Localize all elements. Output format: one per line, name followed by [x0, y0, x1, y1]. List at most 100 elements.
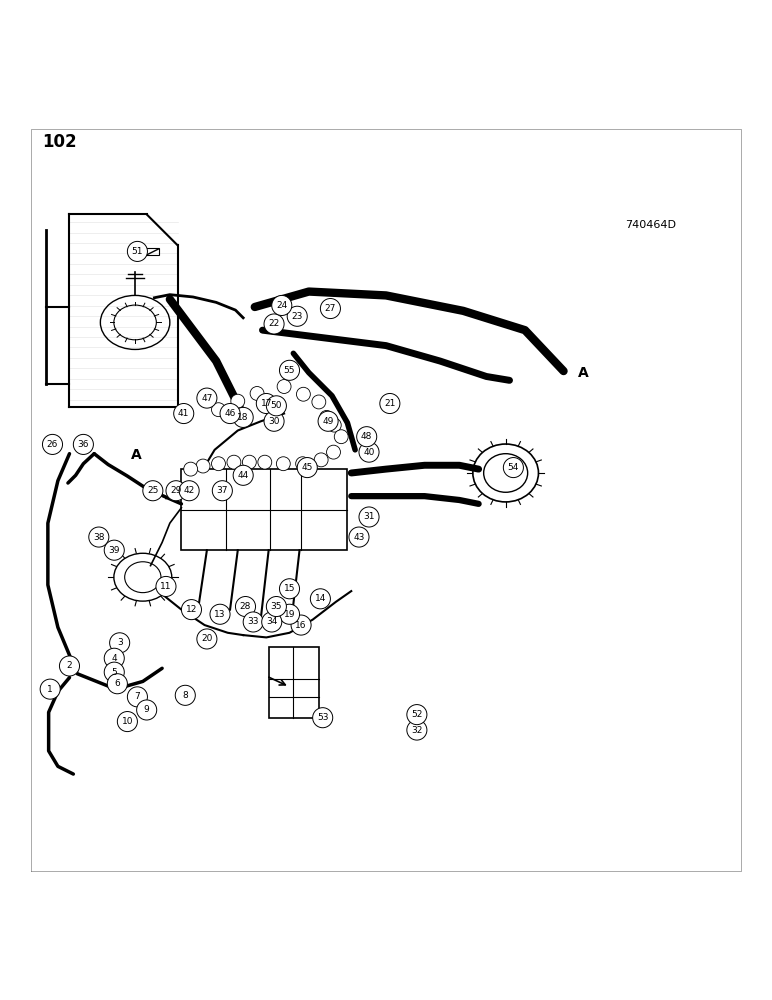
Text: 20: 20	[201, 634, 212, 643]
Circle shape	[107, 674, 127, 694]
Circle shape	[220, 403, 240, 424]
Circle shape	[117, 712, 137, 732]
Circle shape	[276, 457, 290, 471]
Text: 12: 12	[186, 605, 197, 614]
Text: 6: 6	[114, 679, 120, 688]
Circle shape	[313, 708, 333, 728]
Text: 40: 40	[364, 448, 374, 457]
Text: 43: 43	[354, 533, 364, 542]
Circle shape	[104, 648, 124, 668]
Text: 17: 17	[261, 399, 272, 408]
Circle shape	[407, 705, 427, 725]
Circle shape	[266, 596, 286, 617]
Text: 27: 27	[325, 304, 336, 313]
Circle shape	[143, 481, 163, 501]
Text: 35: 35	[271, 602, 282, 611]
Circle shape	[349, 527, 369, 547]
Circle shape	[212, 403, 225, 417]
Text: 39: 39	[109, 546, 120, 555]
Circle shape	[380, 393, 400, 414]
Text: 36: 36	[78, 440, 89, 449]
Circle shape	[264, 314, 284, 334]
Text: 5: 5	[111, 668, 117, 677]
Circle shape	[258, 455, 272, 469]
Text: 21: 21	[384, 399, 395, 408]
Circle shape	[212, 457, 225, 471]
Text: 26: 26	[47, 440, 58, 449]
Circle shape	[279, 604, 300, 624]
Circle shape	[320, 410, 334, 424]
Circle shape	[197, 629, 217, 649]
Circle shape	[227, 455, 241, 469]
Text: 16: 16	[296, 621, 306, 630]
Text: 54: 54	[508, 463, 519, 472]
Circle shape	[314, 453, 328, 467]
Circle shape	[291, 615, 311, 635]
Circle shape	[312, 395, 326, 409]
Text: 102: 102	[42, 133, 77, 151]
Circle shape	[296, 387, 310, 401]
Circle shape	[104, 540, 124, 560]
Text: 9: 9	[144, 705, 150, 714]
Circle shape	[42, 434, 63, 454]
Circle shape	[197, 388, 217, 408]
Text: 46: 46	[225, 409, 235, 418]
Circle shape	[297, 458, 317, 478]
Circle shape	[233, 465, 253, 485]
Text: 1: 1	[47, 685, 53, 694]
Circle shape	[503, 458, 523, 478]
Circle shape	[175, 685, 195, 705]
Text: 48: 48	[361, 432, 372, 441]
Circle shape	[104, 662, 124, 682]
Text: 45: 45	[302, 463, 313, 472]
Circle shape	[242, 455, 256, 469]
Circle shape	[262, 612, 282, 632]
Text: 4: 4	[111, 654, 117, 663]
Circle shape	[181, 600, 201, 620]
Circle shape	[320, 299, 340, 319]
Circle shape	[256, 393, 276, 414]
Text: 740464D: 740464D	[625, 220, 676, 230]
Text: 31: 31	[364, 512, 374, 521]
Text: 25: 25	[147, 486, 158, 495]
Circle shape	[279, 360, 300, 380]
Circle shape	[235, 596, 256, 617]
Circle shape	[59, 656, 80, 676]
Text: 19: 19	[284, 610, 295, 619]
Text: A: A	[577, 366, 588, 380]
Circle shape	[334, 430, 348, 444]
Circle shape	[127, 687, 147, 707]
Circle shape	[233, 407, 253, 427]
Circle shape	[359, 442, 379, 462]
Circle shape	[196, 459, 210, 473]
Text: 2: 2	[66, 661, 73, 670]
Bar	[145, 248, 159, 255]
Circle shape	[327, 418, 341, 432]
Circle shape	[212, 481, 232, 501]
Circle shape	[73, 434, 93, 454]
Text: 53: 53	[317, 713, 328, 722]
Text: 49: 49	[323, 417, 334, 426]
Text: 55: 55	[284, 366, 295, 375]
Circle shape	[296, 457, 310, 471]
Text: 24: 24	[276, 301, 287, 310]
Text: 44: 44	[238, 471, 249, 480]
Circle shape	[89, 527, 109, 547]
Text: 51: 51	[132, 247, 143, 256]
Circle shape	[264, 411, 284, 431]
Text: 14: 14	[315, 594, 326, 603]
Text: 28: 28	[240, 602, 251, 611]
Text: 30: 30	[269, 417, 279, 426]
Text: 33: 33	[248, 617, 259, 626]
Circle shape	[359, 507, 379, 527]
Text: 34: 34	[266, 617, 277, 626]
Circle shape	[407, 720, 427, 740]
Text: 42: 42	[184, 486, 195, 495]
Text: 23: 23	[292, 312, 303, 321]
Text: 3: 3	[117, 638, 123, 647]
Circle shape	[110, 633, 130, 653]
Text: 52: 52	[411, 710, 422, 719]
Text: 29: 29	[171, 486, 181, 495]
Circle shape	[174, 403, 194, 424]
Text: 11: 11	[161, 582, 171, 591]
